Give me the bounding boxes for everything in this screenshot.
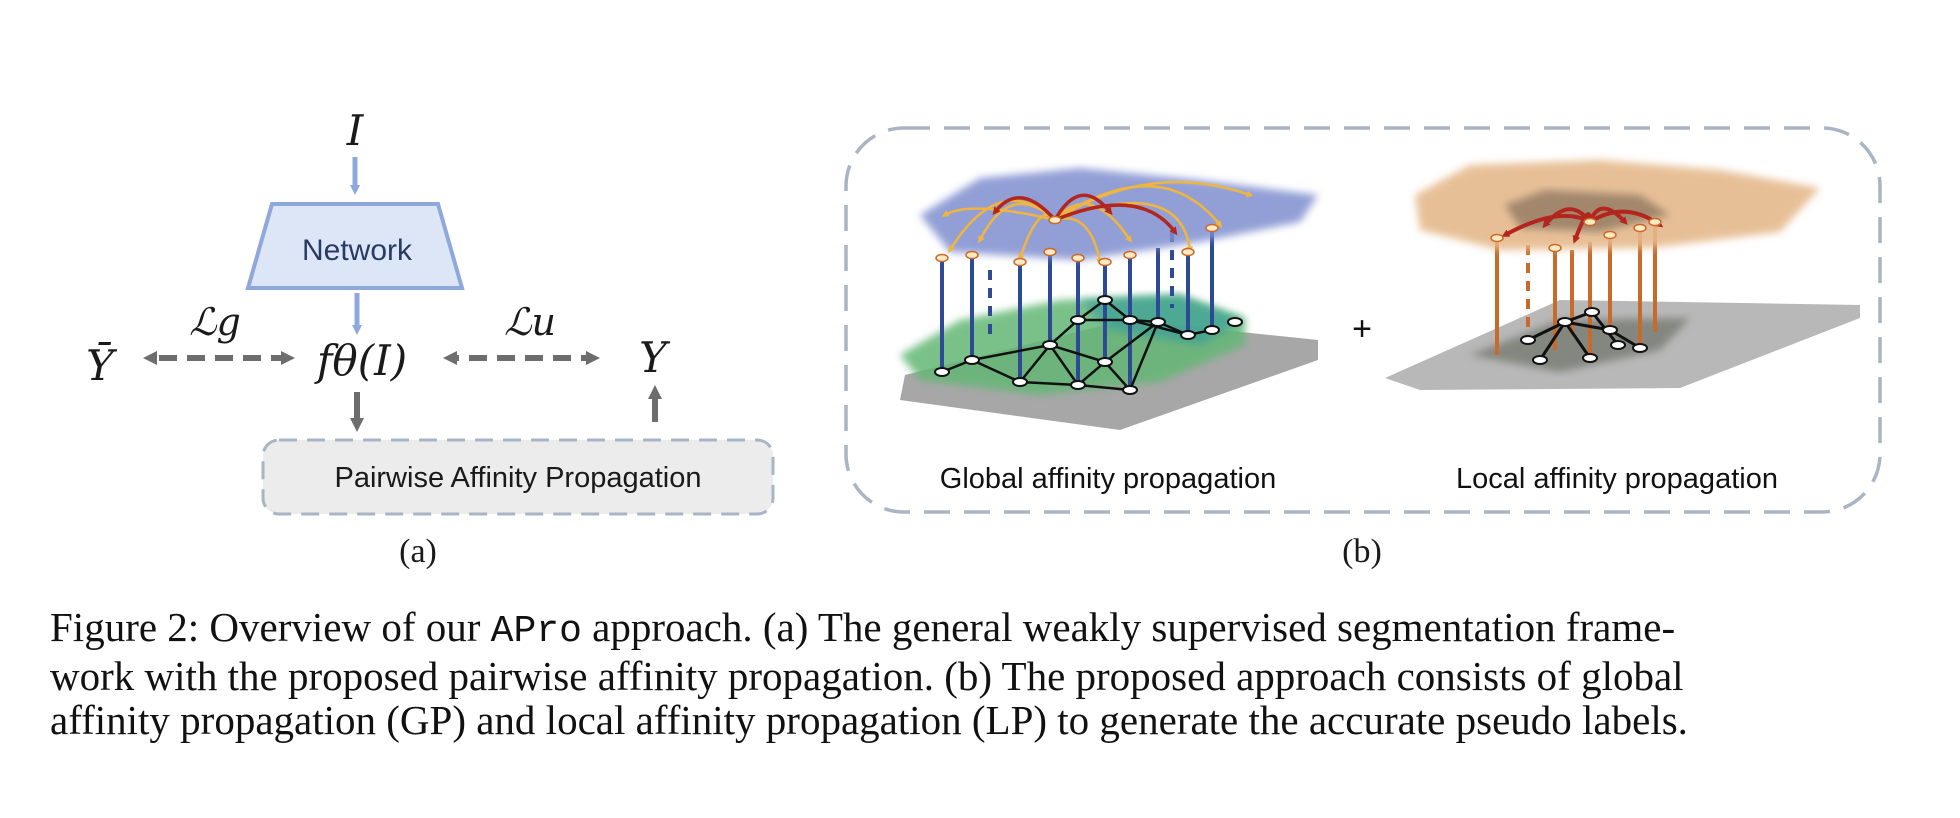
panel-b-dashed-frame	[844, 126, 1882, 514]
global-illustration	[900, 168, 1318, 430]
local-top-nodes	[1490, 217, 1662, 253]
global-pillars	[940, 228, 1214, 390]
global-top-nodes	[935, 215, 1219, 267]
panel-b-sublabel: (b)	[1342, 533, 1382, 570]
global-red-arrows	[992, 193, 1178, 236]
figure-caption: Figure 2: Overview of our APro approach.…	[50, 605, 1920, 742]
panel-b: +	[844, 126, 1882, 570]
panel-a-sublabel: (a)	[399, 533, 437, 570]
caption-line-1: Figure 2: Overview of our APro approach.…	[50, 605, 1920, 654]
local-graph-nodes	[1520, 307, 1648, 365]
global-label: Global affinity propagation	[940, 463, 1276, 495]
output-expression: fθ(I)	[314, 336, 407, 385]
right-target: Y	[639, 333, 671, 382]
loss-g: ℒg	[189, 300, 241, 344]
left-target: Ȳ	[86, 341, 118, 390]
loss-u: ℒu	[504, 300, 556, 344]
global-top-plane	[920, 168, 1318, 260]
caption-method-name: APro	[490, 610, 582, 653]
input-symbol: I	[346, 106, 365, 155]
network-label: Network	[302, 234, 413, 267]
local-illustration	[1385, 160, 1860, 390]
caption-line-1-end: approach. (a) The general weakly supervi…	[581, 604, 1676, 650]
panel-a: I Network fθ(I) Ȳ Y ℒg ℒu Pairwise Affin…	[86, 106, 775, 570]
plus-sign: +	[1352, 310, 1372, 348]
network-trapezoid	[245, 202, 465, 290]
caption-line-1-start: Figure 2: Overview of our	[50, 604, 491, 650]
pap-label: Pairwise Affinity Propagation	[334, 462, 701, 494]
pap-box	[261, 438, 775, 516]
caption-line-2: work with the proposed pairwise affinity…	[50, 653, 1684, 699]
caption-line-3: affinity propagation (GP) and local affi…	[50, 697, 1688, 743]
local-label: Local affinity propagation	[1456, 463, 1778, 495]
global-graph-nodes	[934, 295, 1243, 395]
